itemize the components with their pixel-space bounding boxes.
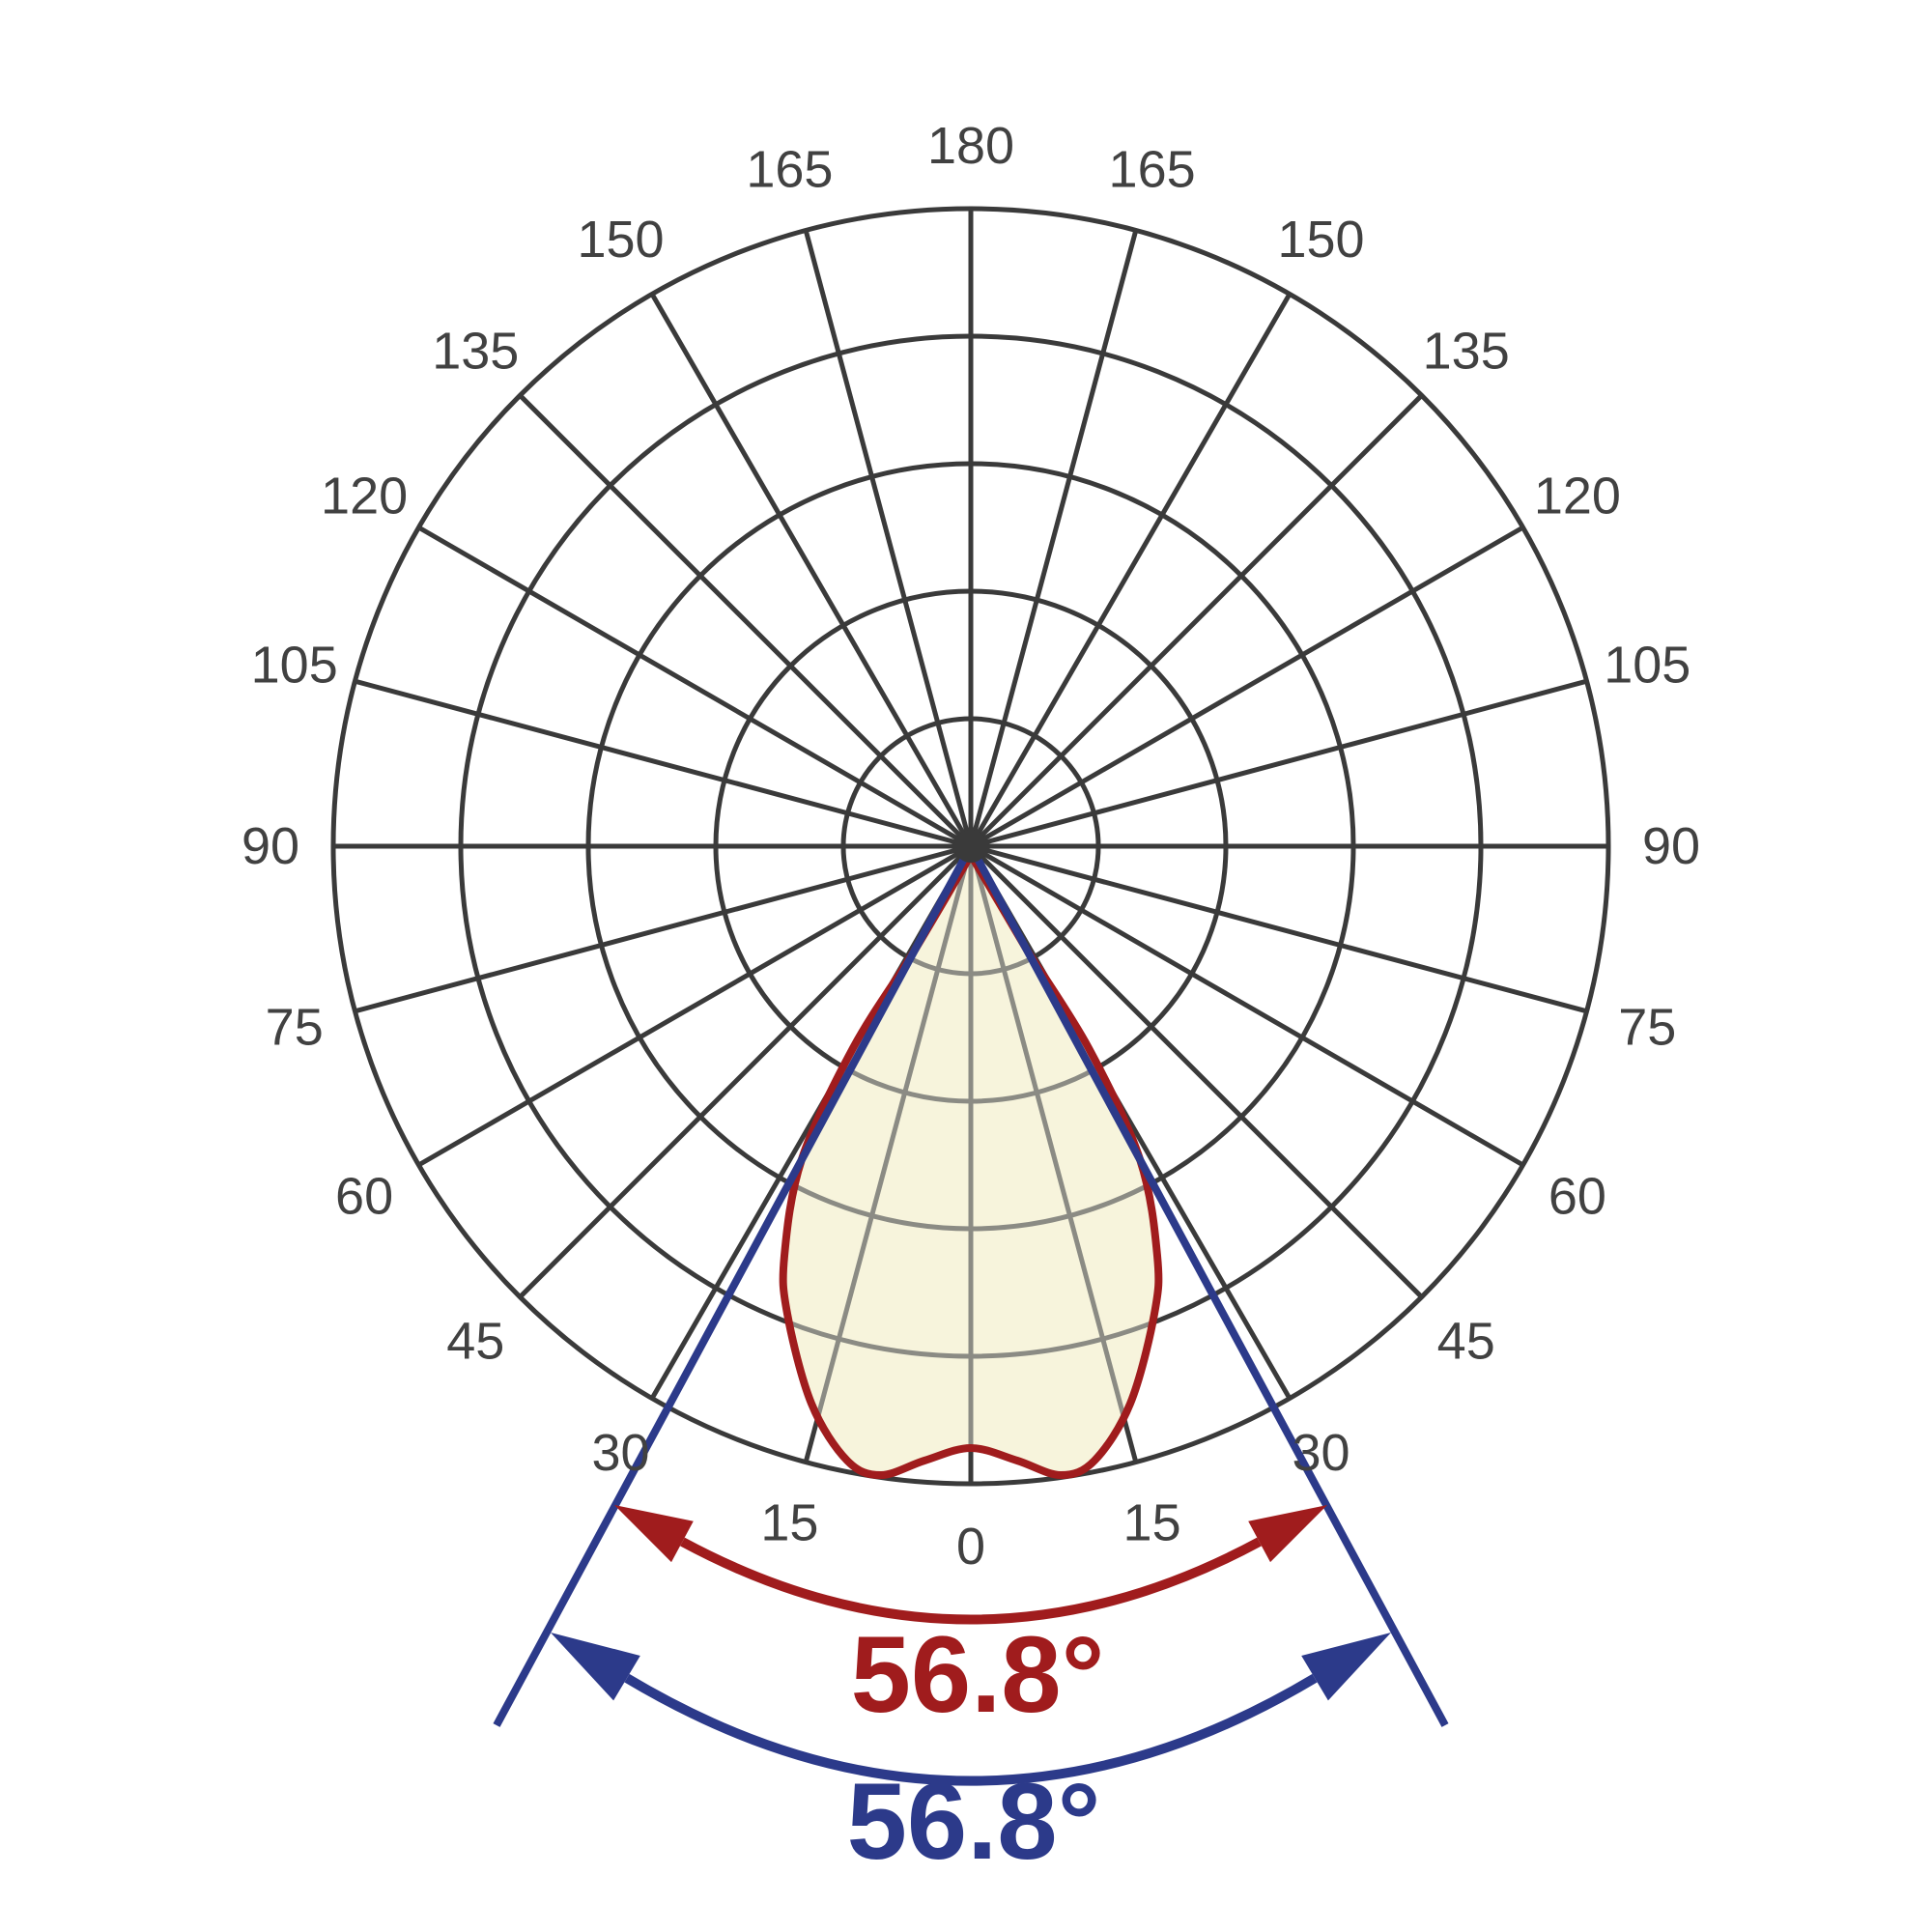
grid-radial-line	[417, 843, 973, 1168]
center-dot	[954, 830, 987, 863]
angle-label-90-left: 90	[242, 817, 299, 875]
beam-angle-line-right	[967, 844, 1449, 1727]
beam-angle-arc-blue-arrowhead-right	[1301, 1633, 1391, 1701]
angle-label-60-left: 60	[335, 1168, 393, 1226]
angle-label-15-left: 15	[760, 1493, 818, 1551]
grid-radial-line	[970, 678, 1588, 849]
beam-angle-arc-red-arrowhead-left	[614, 1505, 694, 1563]
angle-label-60-right: 60	[1548, 1168, 1606, 1226]
angle-label-165-right: 165	[1109, 141, 1196, 199]
beam-angle-arc-red-arrowhead-right	[1248, 1505, 1327, 1563]
angle-label-135-right: 135	[1423, 322, 1510, 380]
angle-label-0: 0	[956, 1518, 985, 1576]
angle-label-120-right: 120	[1534, 468, 1621, 526]
beam-grid-radial	[803, 855, 974, 1463]
angle-labels: 0 15 15 30 30 45 45 60 60 75 75 90 90 105 105 120 120 135…	[242, 117, 1700, 1576]
grid-radial-line	[354, 678, 972, 849]
angle-label-105-right: 105	[1604, 636, 1690, 694]
grid-radial-line	[969, 843, 1524, 1168]
angle-label-165-left: 165	[746, 141, 833, 199]
grid-radial-line	[518, 844, 973, 1299]
angle-label-150-right: 150	[1277, 211, 1364, 269]
angle-label-30-right: 30	[1292, 1424, 1350, 1482]
beam-angle-arc-red	[680, 1537, 1262, 1625]
beam-angle-line-left	[493, 844, 975, 1727]
angle-label-180: 180	[927, 117, 1014, 175]
beam-angle-arc-blue-arrowhead-left	[551, 1633, 640, 1701]
grid-radial-line	[969, 844, 1424, 1299]
grid-radial-line	[649, 293, 974, 848]
grid-radial-line	[970, 843, 1588, 1014]
angle-label-75-right: 75	[1618, 999, 1676, 1057]
angle-label-45-right: 45	[1437, 1313, 1495, 1371]
angle-label-120-left: 120	[321, 468, 408, 526]
beam-grid-radial	[968, 855, 1139, 1463]
grid-radial-line	[518, 393, 973, 848]
beam-angle-label-blue: 56.8°	[846, 1761, 1101, 1882]
grid-radial-line	[968, 293, 1293, 848]
grid-radial-line	[417, 525, 973, 849]
grid-radial-line	[969, 525, 1524, 849]
grid-radial-line	[803, 229, 974, 847]
angle-label-75-left: 75	[266, 999, 324, 1057]
angle-label-150-left: 150	[577, 211, 664, 269]
angle-label-15-right: 15	[1123, 1493, 1181, 1551]
beam-angle-arc-blue	[624, 1673, 1318, 1786]
grid-radial-line	[968, 229, 1139, 847]
grid-radial-line	[969, 393, 1424, 848]
angle-label-135-left: 135	[432, 322, 519, 380]
angle-label-105-left: 105	[251, 636, 338, 694]
angle-label-30-left: 30	[591, 1424, 649, 1482]
angle-label-45-left: 45	[446, 1313, 504, 1371]
angle-label-90-right: 90	[1642, 817, 1700, 875]
grid-radial-line	[354, 843, 972, 1014]
beam-angle-label-red: 56.8°	[850, 1614, 1105, 1735]
